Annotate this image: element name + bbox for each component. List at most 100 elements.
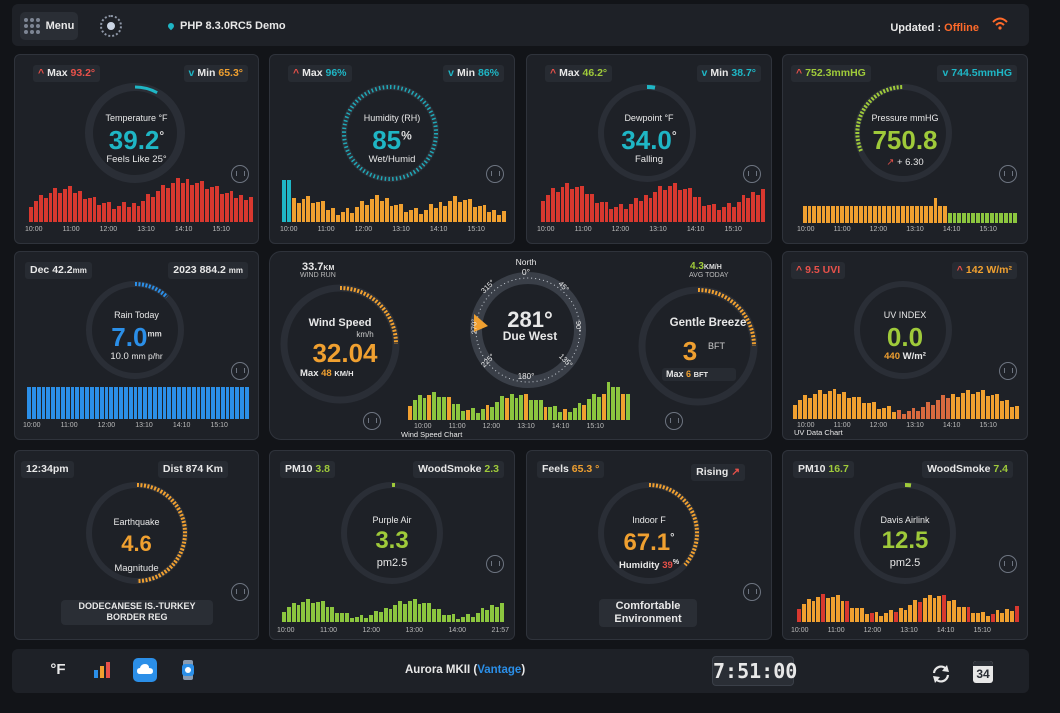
time-tick: 14:00 [448,627,466,634]
bar [182,387,186,419]
time-tick: 11:00 [317,226,335,233]
bar [980,390,985,419]
bar [990,613,995,622]
bar [107,201,112,222]
bar [340,212,345,222]
davis-pm10: PM10 16.7 [793,461,854,478]
pa-pm10: PM10 3.8 [280,461,335,478]
bar [220,387,225,419]
bar [349,617,354,622]
chart-icon[interactable] [486,555,504,573]
dew-title: Dewpoint °F [624,113,674,123]
bar [466,410,470,420]
wind-speed-value: 32.04 [312,338,378,368]
bar [985,616,990,622]
chart-icon[interactable] [363,412,381,430]
time-tick: 12:00 [482,423,501,430]
bar [687,188,692,222]
time-tick: 15:10 [973,627,991,634]
temp-value: 39.2° [108,125,165,155]
charts-icon[interactable] [90,658,114,682]
wind-max: Max 48 KM/H [300,368,354,379]
time-tick: 15:10 [210,422,228,429]
bar [490,605,495,622]
watch-icon[interactable] [176,658,200,682]
chart-icon[interactable] [665,412,683,430]
bar [87,197,92,222]
bar [529,399,533,420]
bar [881,407,886,419]
bar [114,387,119,419]
bar [572,408,577,420]
bar [432,609,436,622]
bar [816,597,821,622]
bar [937,596,942,622]
bar [89,387,94,419]
bar [864,614,869,622]
chart-icon[interactable] [231,362,249,380]
uvi-pill: ^ 9.5 UVI [791,262,846,279]
chart-icon[interactable] [999,555,1017,573]
dewpoint-card: ^ Max 46.2° v Min 38.7° Dewpoint °F 34.0° … [526,54,772,244]
bar [952,600,956,622]
chart-icon[interactable] [999,165,1017,183]
bar [92,196,97,222]
bar [827,391,832,419]
time-tick: 14:10 [942,226,961,233]
bar [913,599,918,622]
bar [364,617,369,622]
chart-icon[interactable] [486,165,504,183]
footer-bar: °F Aurora MKII (Vantage) 7:51:00 34 [12,649,1029,693]
bar [873,206,877,223]
bar [219,194,224,222]
time-tick: 12:00 [354,226,373,233]
earthquake-card: 12:34pm Dist 874 Km Earthquake 4.6 Magni… [14,450,259,640]
time-tick: 10:00 [25,226,43,233]
bar [989,213,994,223]
cloud-icon[interactable] [133,658,157,682]
bar [315,601,320,622]
menu-button[interactable]: Menu [20,12,78,40]
bar [152,387,157,419]
bar [947,600,951,622]
bar [320,601,325,622]
bar [1010,610,1014,622]
chart-icon[interactable] [743,583,761,601]
bar [955,396,960,419]
chart-icon[interactable] [231,583,249,601]
time-tick: 15:10 [212,226,230,233]
bar [398,601,403,622]
wifi-icon [992,17,1008,30]
unit-toggle-button[interactable]: °F [50,661,66,678]
chart-icon[interactable] [231,165,249,183]
uv-value: 0.0 [886,322,924,352]
pressure-high-pill: ^ 752.3mmHG [791,65,871,82]
bar [924,206,929,223]
bar [38,194,43,222]
bar [418,213,423,222]
chart-icon[interactable] [743,165,761,183]
bar [70,387,75,419]
rain-month-pill: Dec 42.2mm [25,262,92,279]
bar [801,603,806,622]
theme-toggle-icon[interactable] [100,15,122,37]
hum-bar-chart [282,180,506,222]
bar [582,404,587,420]
bar [446,614,451,622]
bar [863,206,868,223]
bar [370,199,374,222]
bar [408,405,412,420]
calendar-icon[interactable]: 34 [973,661,993,683]
bar [388,609,393,622]
bar [761,189,765,222]
time-tick: 10:00 [797,226,815,233]
bar [624,209,629,222]
refresh-icon[interactable] [930,663,952,685]
bar [668,186,673,222]
chart-icon[interactable] [999,362,1017,380]
bar [56,387,60,419]
bar [485,609,490,622]
bar [847,398,852,419]
bar [901,206,905,223]
bar [136,206,141,222]
